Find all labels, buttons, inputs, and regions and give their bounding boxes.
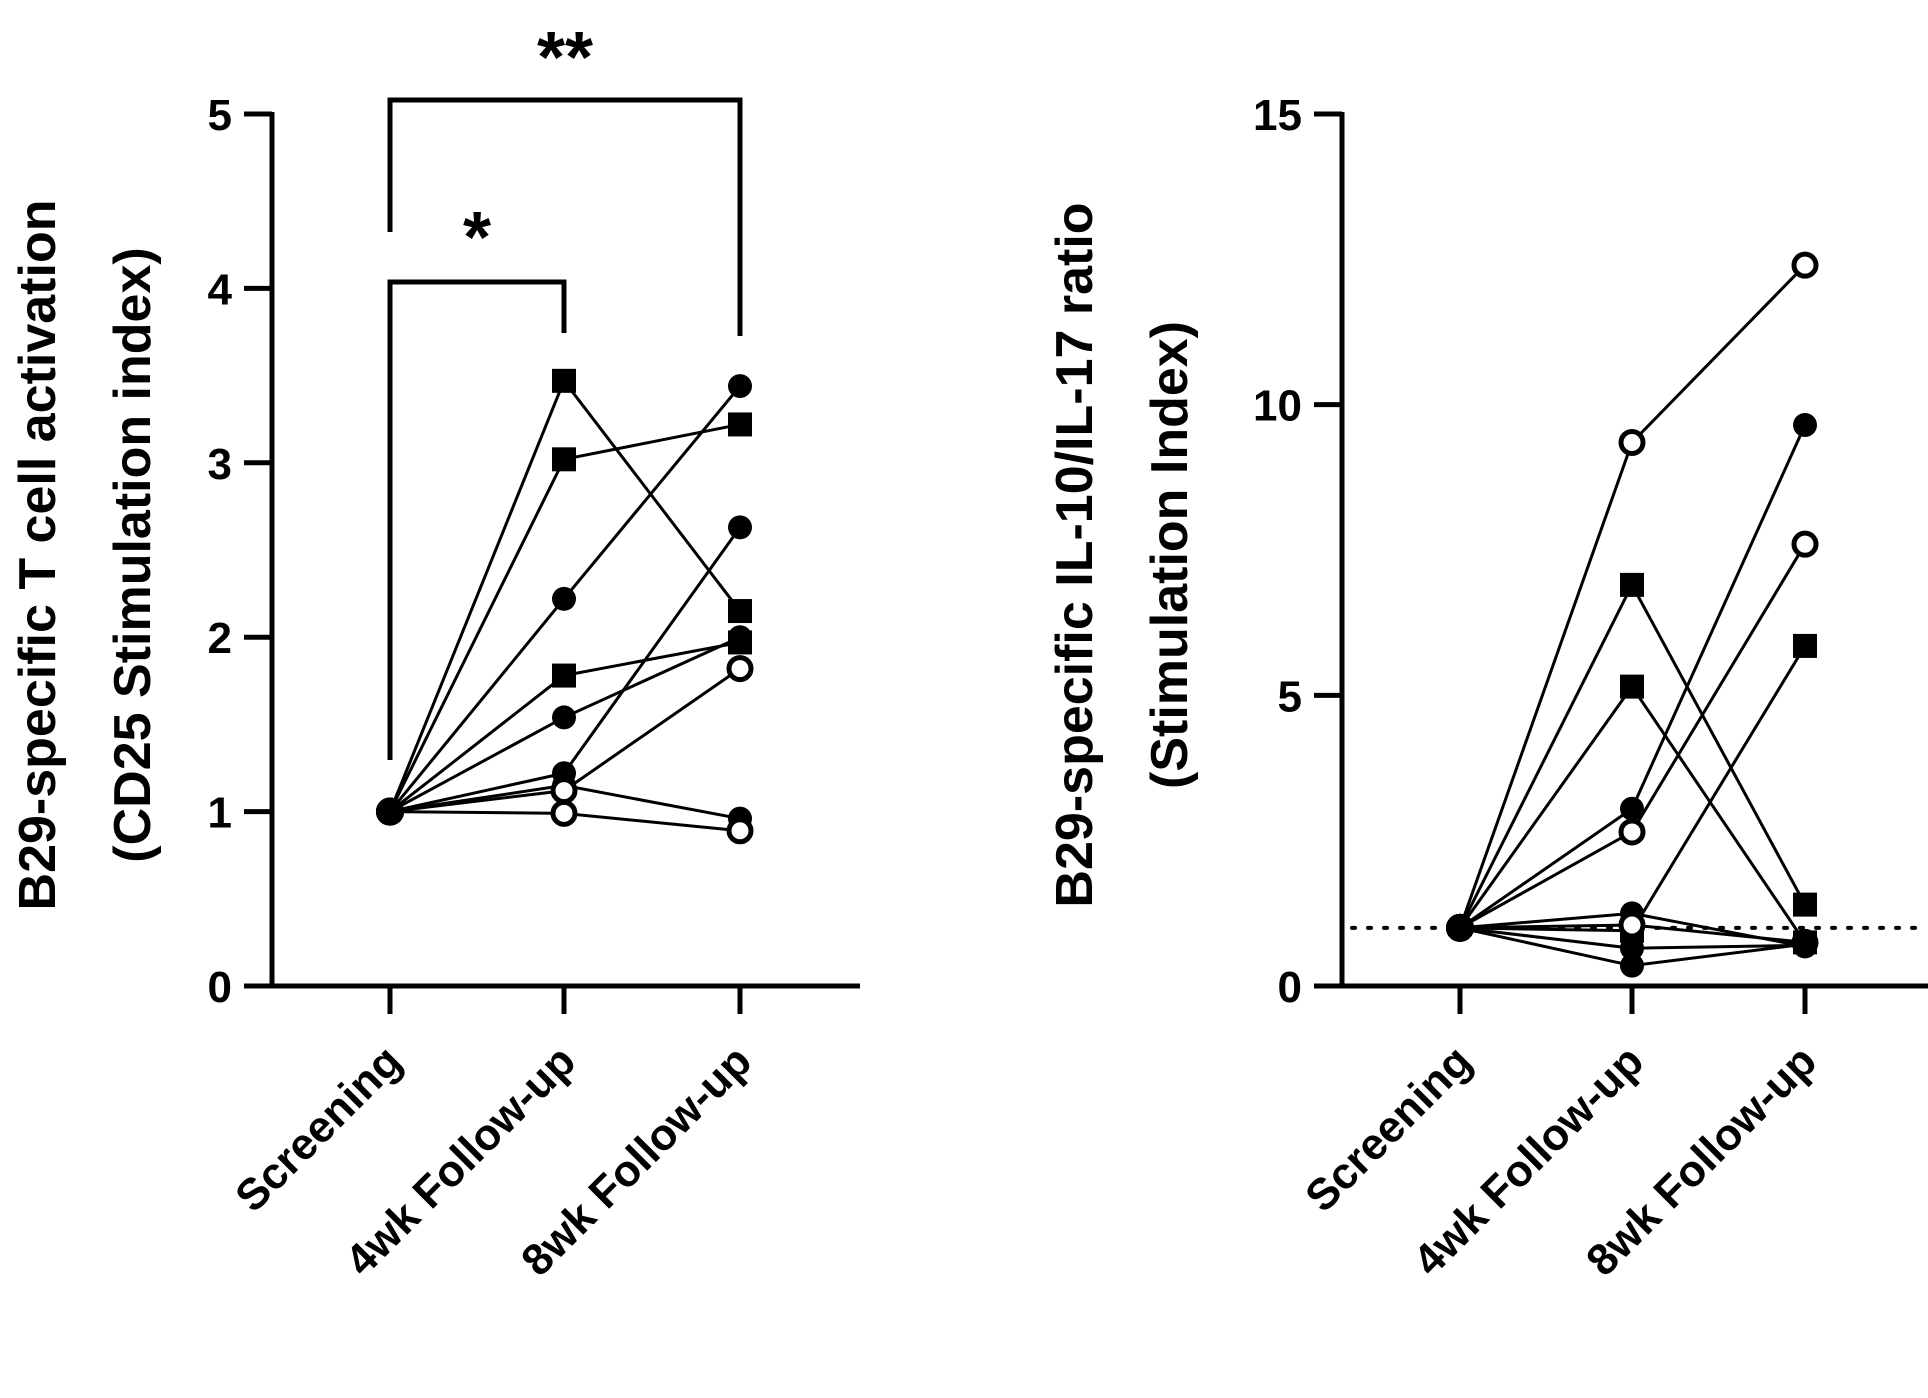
right-data-point — [1618, 818, 1646, 846]
left-data-point — [728, 374, 752, 399]
left-ytick-label: 4 — [208, 265, 233, 314]
right-ytick-label: 10 — [1253, 382, 1302, 431]
left-data-point — [552, 447, 576, 472]
right-data-point — [1791, 251, 1819, 279]
right-category-label: Screening — [1296, 1036, 1481, 1221]
right-data-point — [1620, 936, 1644, 961]
left-data-point — [552, 586, 576, 611]
left-data-point — [728, 599, 752, 624]
right-data-point — [1620, 953, 1644, 978]
left-data-point — [728, 625, 752, 650]
left-ylabel-line1: B29-specific T cell activation — [9, 200, 67, 911]
right-data-point — [1791, 530, 1819, 558]
left-significance-label: ** — [537, 18, 593, 98]
left-data-point — [726, 817, 754, 845]
left-data-point — [550, 777, 578, 805]
left-significance-bracket — [387, 97, 743, 336]
left-ytick-label: 5 — [208, 91, 232, 140]
left-data-point — [552, 368, 576, 393]
left-data-point — [552, 663, 576, 688]
left-category-label: Screening — [226, 1036, 411, 1221]
right-data-point — [1618, 911, 1646, 939]
right-data-point — [1793, 892, 1817, 917]
right-data-point — [1793, 932, 1817, 957]
left-data-point — [728, 515, 752, 540]
right-ytick-label: 15 — [1253, 91, 1302, 140]
left-series-line — [388, 422, 741, 813]
left-significance-label: * — [463, 198, 491, 278]
left-data-point — [726, 655, 754, 683]
right-ylabel-line1: B29-specific IL-10/IL-17 ratio — [1046, 202, 1104, 907]
right-data-point — [1620, 572, 1644, 597]
left-ytick-label: 0 — [208, 963, 232, 1012]
right-ylabel-line2: (Stimulation Index) — [1141, 321, 1199, 789]
right-data-point — [1620, 674, 1644, 699]
left-data-point — [552, 705, 576, 730]
left-ytick-label: 1 — [208, 789, 232, 838]
right-data-point — [1793, 413, 1817, 438]
left-ytick-label: 2 — [208, 614, 232, 663]
left-panel: B29-specific T cell activation (CD25 Sti… — [9, 18, 860, 1285]
right-ytick-label: 5 — [1278, 672, 1302, 721]
left-ytick-label: 3 — [208, 440, 232, 489]
left-ylabel-line2: (CD25 Stimulation index) — [104, 247, 162, 862]
right-ytick-label: 0 — [1278, 963, 1302, 1012]
right-data-point — [1446, 913, 1474, 942]
left-significance-bracket — [387, 279, 567, 760]
right-series-line — [1459, 543, 1807, 930]
left-data-point — [550, 799, 578, 827]
right-data-point — [1620, 796, 1644, 821]
right-data-point — [1618, 428, 1646, 456]
right-series-line — [1458, 581, 1807, 929]
right-data-point — [1793, 633, 1817, 658]
left-data-point — [376, 797, 404, 826]
right-panel: B29-specific IL-10/IL-17 ratio (Stimulat… — [1046, 91, 1928, 1285]
left-data-point — [728, 412, 752, 437]
